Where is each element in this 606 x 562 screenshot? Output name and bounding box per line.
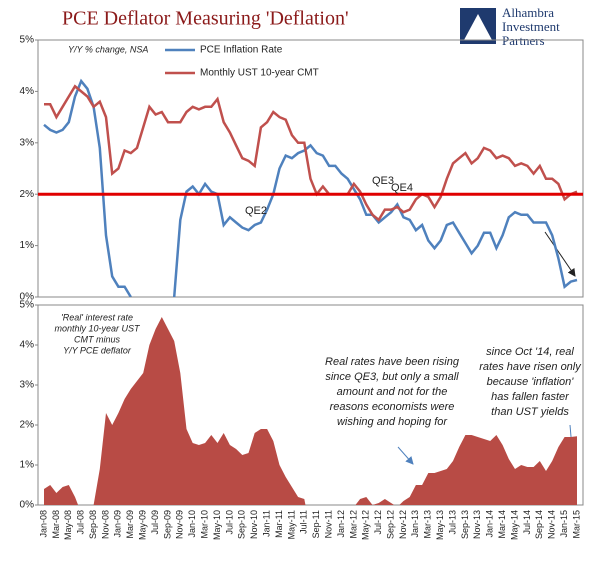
x-tick-label: Sep-14 bbox=[534, 510, 544, 539]
annotation: than UST yields bbox=[491, 406, 569, 418]
y-tick-label: 1% bbox=[20, 240, 35, 251]
annotation: monthly 10-year UST bbox=[54, 323, 141, 333]
annotation: wishing and hoping for bbox=[337, 416, 448, 428]
annotation: amount and not for the bbox=[337, 386, 448, 398]
series-line bbox=[172, 143, 578, 297]
x-tick-label: Sep-13 bbox=[460, 510, 470, 539]
x-tick-label: Jul-14 bbox=[522, 510, 532, 535]
x-tick-label: Jul-13 bbox=[447, 510, 457, 535]
annotation: since QE3, but only a small bbox=[325, 371, 459, 383]
x-tick-label: May-11 bbox=[286, 510, 296, 539]
annotation: QE2 bbox=[245, 205, 267, 217]
x-tick-label: Jul-09 bbox=[150, 510, 160, 535]
y-tick-label: 4% bbox=[20, 86, 35, 97]
annotation: QE3 bbox=[372, 175, 394, 187]
y-tick-label: 2% bbox=[20, 420, 35, 431]
y-tick-label: 0% bbox=[20, 292, 35, 303]
x-tick-label: Jan-08 bbox=[38, 510, 48, 538]
plot-frame bbox=[37, 39, 584, 298]
x-tick-label: Sep-09 bbox=[162, 510, 172, 539]
x-tick-label: Jul-08 bbox=[76, 510, 86, 535]
subtitle: Y/Y % change, NSA bbox=[68, 44, 148, 54]
x-tick-label: Nov-10 bbox=[249, 510, 259, 539]
logo-icon-shape bbox=[464, 14, 492, 40]
y-tick-label: 5% bbox=[20, 300, 35, 311]
x-tick-label: Mar-08 bbox=[51, 510, 61, 539]
y-tick-label: 1% bbox=[20, 460, 35, 471]
x-tick-label: Jan-13 bbox=[410, 510, 420, 538]
annotation: QE4 bbox=[391, 182, 413, 194]
x-tick-label: Jan-14 bbox=[485, 510, 495, 538]
x-tick-label: Jul-11 bbox=[299, 510, 309, 534]
x-tick-label: Sep-08 bbox=[88, 510, 98, 539]
series-line bbox=[43, 78, 132, 297]
annotation: reasons economists were bbox=[330, 401, 455, 413]
y-tick-label: 0% bbox=[20, 500, 35, 511]
annotation: since Oct '14, real bbox=[486, 346, 574, 358]
x-tick-label: Mar-15 bbox=[571, 510, 581, 539]
chart-title: PCE Deflator Measuring 'Deflation' bbox=[62, 8, 349, 30]
annotation: Real rates have been rising bbox=[325, 356, 460, 368]
x-tick-label: May-13 bbox=[435, 510, 445, 540]
x-tick-label: Jan-09 bbox=[113, 510, 123, 538]
y-tick-label: 2% bbox=[20, 189, 35, 200]
annotation: 'Real' interest rate bbox=[61, 312, 133, 322]
x-tick-label: Jan-15 bbox=[559, 510, 569, 538]
x-tick-label: Nov-12 bbox=[398, 510, 408, 539]
x-tick-label: Jan-10 bbox=[187, 510, 197, 538]
x-tick-label: Nov-08 bbox=[100, 510, 110, 539]
x-tick-label: Jul-10 bbox=[224, 510, 234, 535]
annotation: because 'inflation' bbox=[487, 376, 575, 388]
y-tick-label: 4% bbox=[20, 340, 35, 351]
y-tick-label: 3% bbox=[20, 137, 35, 148]
x-tick-label: May-10 bbox=[212, 510, 222, 540]
y-tick-label: 3% bbox=[20, 380, 35, 391]
x-tick-label: May-08 bbox=[63, 510, 73, 540]
annotation: Y/Y PCE deflator bbox=[63, 345, 132, 355]
arrow bbox=[544, 231, 576, 277]
arrow bbox=[397, 446, 414, 465]
legend-label: PCE Inflation Rate bbox=[200, 45, 283, 56]
logo: Alhambra Investment Partners bbox=[460, 5, 560, 48]
x-tick-label: Sep-10 bbox=[237, 510, 247, 539]
logo-text: Alhambra bbox=[502, 5, 554, 20]
x-tick-label: Mar-09 bbox=[125, 510, 135, 539]
x-tick-label: Jan-12 bbox=[336, 510, 346, 538]
x-tick-label: Nov-14 bbox=[547, 510, 557, 539]
x-tick-label: Mar-11 bbox=[274, 510, 284, 538]
x-tick-label: Mar-12 bbox=[348, 510, 358, 539]
x-tick-label: May-14 bbox=[509, 510, 519, 540]
lines bbox=[43, 78, 578, 297]
x-tick-label: May-09 bbox=[138, 510, 148, 540]
x-tick-label: Nov-11 bbox=[323, 510, 333, 538]
x-tick-label: Nov-13 bbox=[472, 510, 482, 539]
annotation: rates have risen only bbox=[479, 361, 582, 373]
x-tick-label: May-12 bbox=[361, 510, 371, 540]
x-tick-label: Sep-11 bbox=[311, 510, 321, 538]
x-tick-label: Mar-14 bbox=[497, 510, 507, 539]
series-line bbox=[44, 84, 578, 222]
annotation: has fallen faster bbox=[491, 391, 570, 403]
x-tick-label: Jan-11 bbox=[261, 510, 271, 537]
x-tick-label: Sep-12 bbox=[385, 510, 395, 539]
x-tick-label: Mar-10 bbox=[200, 510, 210, 539]
annotation: CMT minus bbox=[74, 334, 121, 344]
legend-label: Monthly UST 10-year CMT bbox=[200, 68, 319, 79]
series-area bbox=[44, 317, 577, 505]
x-tick-label: Nov-09 bbox=[175, 510, 185, 539]
logo-text: Investment bbox=[502, 19, 560, 34]
x-tick-label: Mar-13 bbox=[423, 510, 433, 539]
y-tick-label: 5% bbox=[20, 35, 35, 46]
x-tick-label: Jul-12 bbox=[373, 510, 383, 535]
areas bbox=[44, 317, 577, 505]
